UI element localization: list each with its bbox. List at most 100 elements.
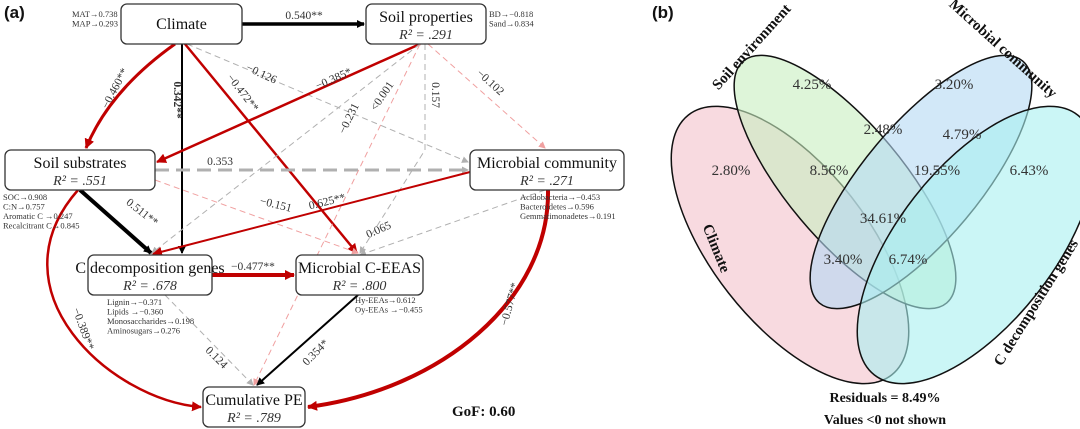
path-edges: 0.540** −0.460** 0.342** −0.472**−0.126 −0.3…	[46, 10, 551, 412]
edge-path	[151, 43, 421, 254]
edge-soil-properties-to-microbial-c-eeas: 0.157	[359, 44, 441, 254]
edge-path	[253, 43, 421, 386]
node-title: Microbial community	[477, 155, 617, 172]
region-all-four: 34.61%	[860, 211, 906, 227]
node-r2: R² = .789	[226, 411, 281, 426]
region-microbial-genes: 4.79%	[943, 127, 982, 143]
edge-climate-to-soil-properties: 0.540**	[242, 10, 365, 28]
note-label: Values <0 not shown	[824, 413, 946, 428]
edge-microbial-community-to-c-decomposition-genes: 0.625**	[152, 171, 471, 257]
edge-c-decomposition-genes-to-microbial-c-eeas: −0.477**	[212, 261, 295, 280]
venn-set-c-decomposition-genes	[856, 105, 1080, 385]
venn-ellipses	[670, 54, 1080, 385]
edge-coefficient: 0.157	[429, 82, 441, 108]
edge-climate-to-soil-substrates: −0.460**	[84, 42, 176, 149]
edge-coefficient: 0.540**	[285, 10, 323, 22]
edge-c-decomposition-genes-to-cumulative-pe: 0.124	[164, 294, 254, 386]
node-r2: R² = .291	[398, 28, 453, 43]
edge-coefficient: −0.477**	[231, 261, 275, 273]
edge-path	[154, 179, 359, 255]
edge-path	[152, 171, 471, 257]
node-soil-properties: Soil properties R² = .291 BD→−0.818Sand→0.…	[365, 3, 534, 45]
edge-coefficient: <0.001	[368, 79, 396, 113]
region-soil-microbial-genes: 19.55%	[914, 163, 960, 179]
edge-microbial-community-to-cumulative-pe: −0.577**	[307, 189, 551, 411]
edge-soil-properties-to-cumulative-pe: −0.231	[253, 43, 421, 386]
indicator-loading: Monosaccharides→0.198	[107, 316, 194, 326]
edge-path	[307, 189, 551, 411]
panel-a-sem: (a) 0.540** −0.460** 0.342** −0.472**−0.126…	[3, 3, 625, 428]
indicator-loading: Oy-EEAs →−0.455	[355, 305, 423, 315]
indicator-loading: MAP→0.293	[72, 19, 118, 29]
edge-path	[78, 188, 153, 255]
edge-soil-substrates-to-c-decomposition-genes: 0.511**	[78, 188, 161, 255]
indicator-loading: Hy-EEAs→0.612	[355, 295, 416, 305]
edge-coefficient: −0.102	[474, 67, 506, 98]
edge-path	[156, 42, 421, 164]
panel-b-label: (b)	[652, 3, 674, 22]
node-title: Soil substrates	[34, 155, 127, 172]
indicator-loading: MAT→0.738	[72, 9, 118, 19]
edge-coefficient: 0.353	[207, 156, 233, 168]
indicator-loading: Lipids →−0.360	[107, 307, 163, 317]
region-soil-microbial: 2.48%	[864, 122, 903, 138]
edge-path	[184, 43, 358, 254]
region-climate-microbial-genes: 3.40%	[824, 252, 863, 268]
residuals-label: Residuals = 8.49%	[829, 391, 940, 406]
edge-coefficient: 0.511**	[124, 197, 161, 229]
edge-path	[46, 189, 202, 412]
edge-soil-properties-to-microbial-community: −0.102	[427, 43, 546, 149]
edge-coefficient: −0.577**	[499, 281, 522, 327]
region-climate-only: 2.80%	[712, 163, 751, 179]
indicator-loading: Acidobacteria→−0.453	[520, 192, 600, 202]
edge-climate-to-c-decomposition-genes: 0.342**	[171, 44, 186, 254]
edge-path	[427, 43, 546, 149]
edge-coefficient: −0.126	[244, 62, 279, 87]
region-climate-soil-genes: 6.74%	[889, 252, 928, 268]
edge-coefficient: −0.385*	[314, 66, 354, 93]
node-soil-substrates: Soil substrates R² = .551 SOC→0.908C:N→0.7…	[3, 149, 156, 231]
region-microbial-only: 3.20%	[935, 77, 974, 93]
node-title: Climate	[156, 16, 207, 33]
region-genes-only: 6.43%	[1010, 163, 1049, 179]
indicator-loading: Gemmatimonadetes→0.191	[520, 211, 616, 221]
node-cumulative-pe: Cumulative PE R² = .789	[202, 386, 306, 428]
node-box	[87, 254, 213, 296]
edge-path	[164, 294, 254, 386]
edge-coefficient: 0.065	[365, 219, 394, 241]
panel-a-label: (a)	[4, 3, 25, 22]
node-box	[202, 386, 306, 428]
edge-path	[186, 43, 469, 163]
indicator-loading: Aminosugars→0.276	[107, 326, 180, 336]
indicator-loading: C:N→0.757	[3, 202, 45, 212]
node-r2: R² = .551	[52, 174, 107, 189]
edge-path	[359, 189, 546, 257]
indicator-loading: Bacteroidetes→0.596	[520, 202, 594, 212]
edge-coefficient: −0.460**	[100, 66, 131, 111]
node-title: Soil properties	[379, 9, 473, 26]
edge-coefficient: −0.472**	[224, 72, 261, 114]
edge-path	[359, 44, 426, 254]
node-c-decomposition-genes: C decomposition genes R² = .678 Lignin→−0.…	[75, 254, 225, 336]
region-climate-soil: 8.56%	[810, 163, 849, 179]
edge-coefficient: −0.389**	[70, 306, 96, 352]
node-box	[469, 149, 625, 191]
edge-coefficient: −0.151	[259, 195, 294, 215]
panel-b-venn: (b) 2.80% 4.25% 3.20% 6.43% 2.48% 8.56% …	[652, 0, 1080, 428]
node-box	[365, 3, 487, 45]
node-r2: R² = .271	[519, 174, 574, 189]
edge-path	[256, 294, 359, 386]
gof-label: GoF: 0.60	[452, 404, 515, 420]
edge-climate-to-microbial-community: −0.126	[186, 43, 469, 163]
node-box	[4, 149, 156, 191]
node-box	[295, 254, 424, 296]
node-title: C decomposition genes	[75, 260, 224, 277]
indicator-loading: Aromatic C →0.247	[3, 211, 73, 221]
venn-region-values: 2.80% 4.25% 3.20% 6.43% 2.48% 8.56% 4.79…	[712, 77, 1049, 268]
node-r2: R² = .678	[122, 279, 177, 294]
edge-soil-substrates-to-microbial-community: 0.353	[155, 156, 469, 174]
indicator-loading: Recalcitrant C→0.845	[3, 221, 79, 231]
